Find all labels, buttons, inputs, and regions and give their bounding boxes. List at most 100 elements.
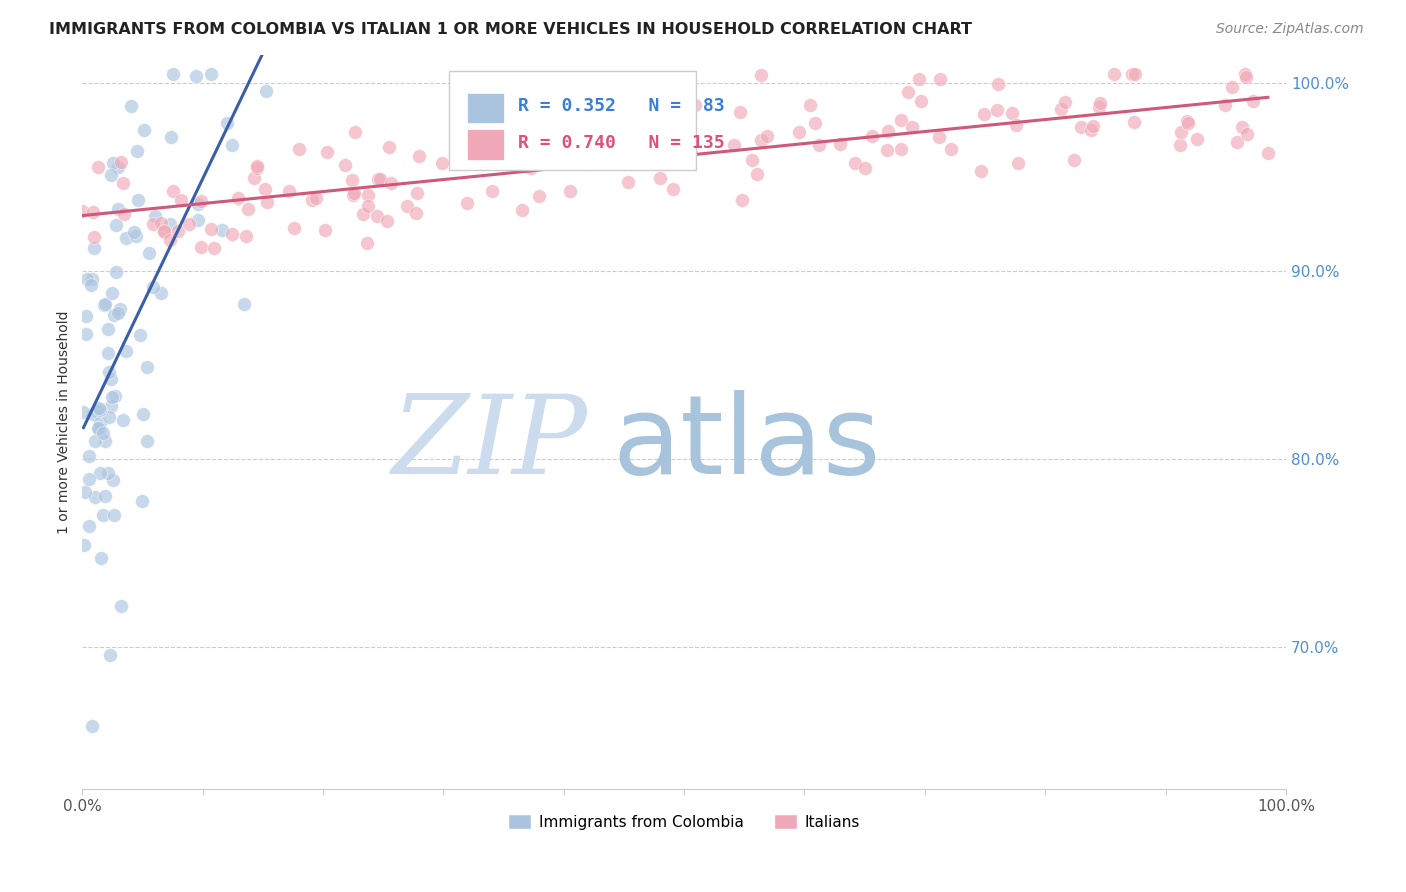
Point — [108, 301, 131, 316]
Point — [366, 210, 388, 224]
Point — [103, 508, 125, 523]
Point — [342, 188, 364, 202]
Point — [103, 308, 125, 322]
Point — [246, 159, 269, 173]
Point — [235, 228, 257, 243]
Point — [186, 69, 208, 83]
Point — [1123, 67, 1146, 81]
Point — [87, 422, 110, 436]
Point — [110, 599, 132, 613]
Point — [84, 434, 107, 448]
Point — [830, 137, 852, 152]
Point — [1233, 67, 1256, 81]
Point — [730, 105, 752, 120]
Point — [395, 199, 418, 213]
Point — [77, 472, 100, 486]
Point — [149, 285, 172, 300]
Point — [745, 168, 768, 182]
Point — [877, 123, 900, 137]
Point — [648, 170, 671, 185]
Point — [131, 494, 153, 508]
Point — [890, 142, 912, 156]
Point — [520, 161, 543, 176]
Point — [190, 194, 212, 208]
Point — [481, 185, 503, 199]
Point — [97, 346, 120, 360]
Text: atlas: atlas — [612, 391, 880, 498]
Point — [510, 202, 533, 217]
Point — [1236, 128, 1258, 142]
Point — [82, 204, 104, 219]
Point — [128, 328, 150, 343]
Point — [910, 94, 932, 108]
Point — [283, 221, 305, 235]
Point — [97, 467, 120, 481]
Point — [153, 224, 176, 238]
Point — [1088, 100, 1111, 114]
Point — [89, 466, 111, 480]
Point — [72, 405, 94, 419]
Point — [79, 519, 101, 533]
Point — [97, 409, 120, 424]
Point — [1090, 96, 1112, 111]
Point — [1222, 79, 1244, 94]
Point — [162, 184, 184, 198]
Point — [243, 171, 266, 186]
Point — [368, 172, 391, 186]
Point — [1230, 120, 1253, 134]
Point — [89, 416, 111, 430]
Point — [662, 181, 685, 195]
Point — [1102, 67, 1125, 81]
Point — [76, 272, 98, 286]
Point — [202, 242, 225, 256]
Point — [143, 210, 166, 224]
Text: Source: ZipAtlas.com: Source: ZipAtlas.com — [1216, 22, 1364, 37]
Point — [756, 128, 779, 143]
Point — [380, 176, 402, 190]
Point — [87, 161, 110, 175]
Point — [160, 130, 183, 145]
Point — [72, 538, 94, 552]
Point — [136, 434, 159, 448]
Text: ZIP: ZIP — [392, 390, 588, 498]
Point — [1177, 116, 1199, 130]
Point — [807, 138, 830, 153]
Point — [1234, 70, 1257, 84]
Point — [221, 138, 243, 153]
Point — [89, 402, 111, 417]
Point — [1004, 118, 1026, 132]
Point — [897, 85, 920, 99]
Point — [97, 322, 120, 336]
Point — [333, 158, 356, 172]
Point — [367, 172, 389, 186]
Point — [1241, 94, 1264, 108]
Point — [377, 139, 399, 153]
Point — [142, 217, 165, 231]
Point — [1185, 132, 1208, 146]
Point — [799, 98, 821, 112]
Point — [343, 186, 366, 200]
Point — [492, 119, 515, 133]
Point — [1080, 122, 1102, 136]
Point — [167, 224, 190, 238]
Point — [787, 124, 810, 138]
Point — [489, 140, 512, 154]
Point — [254, 84, 277, 98]
Point — [190, 240, 212, 254]
Point — [114, 344, 136, 359]
Point — [114, 207, 136, 221]
Point — [215, 116, 238, 130]
Point — [876, 143, 898, 157]
Point — [101, 155, 124, 169]
Point — [226, 190, 249, 204]
Point — [461, 151, 484, 165]
Point — [101, 390, 124, 404]
Point — [908, 71, 931, 86]
Point — [617, 114, 640, 128]
Point — [75, 326, 97, 341]
Point — [340, 173, 363, 187]
Point — [200, 222, 222, 236]
Point — [987, 77, 1010, 91]
Point — [253, 182, 276, 196]
Point — [731, 193, 754, 207]
